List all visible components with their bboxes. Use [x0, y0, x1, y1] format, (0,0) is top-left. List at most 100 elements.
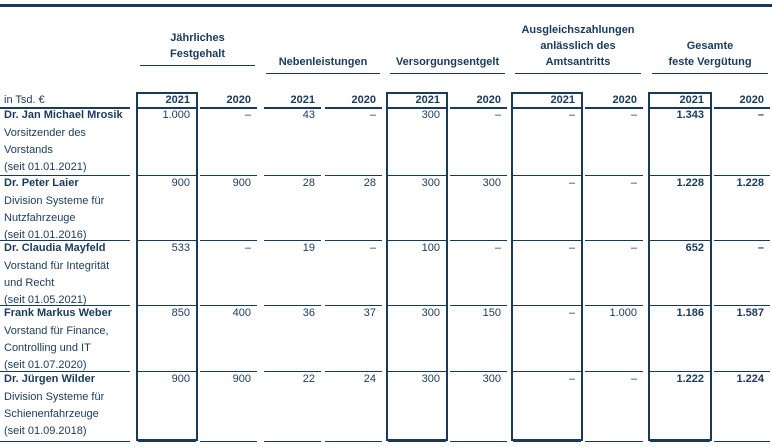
value-cell: 652: [685, 242, 704, 254]
row-separator: [200, 441, 257, 442]
row-separator: [264, 441, 321, 442]
row-separator: [138, 441, 196, 442]
year-header: 2020: [476, 94, 501, 106]
header-rule: [714, 107, 770, 109]
row-separator: [0, 305, 130, 306]
year-header: 2021: [679, 94, 704, 106]
column-group-underline: [652, 73, 768, 74]
member-role: (seit 01.05.2021): [4, 294, 87, 306]
member-name: Dr. Jürgen Wilder: [4, 373, 95, 385]
value-cell: 1.228: [736, 177, 764, 189]
column-group-underline: [390, 73, 505, 74]
row-separator: [200, 371, 257, 372]
column-group-underline: [266, 73, 380, 74]
column-group-header-line: Festgehalt: [169, 48, 225, 60]
year-header: 2020: [351, 94, 376, 106]
header-rule: [388, 107, 446, 109]
member-name: Dr. Jan Michael Mrosik: [4, 109, 123, 121]
row-separator: [0, 175, 130, 176]
column-group-header-line: anlässlich des: [540, 40, 616, 52]
column-group-underline: [140, 65, 255, 66]
column-group-header-versorgung: Versorgungsentgelt: [386, 54, 509, 70]
row-separator: [450, 175, 507, 176]
header-rule: [138, 107, 196, 109]
column-highlight-box: [386, 92, 448, 441]
value-cell: 150: [482, 307, 501, 319]
header-rule: [585, 107, 643, 109]
value-cell: –: [369, 242, 376, 254]
value-cell: 850: [171, 307, 190, 319]
row-separator: [325, 240, 382, 241]
value-cell: –: [494, 242, 501, 254]
header-rule: [0, 107, 130, 109]
value-cell: 28: [302, 177, 315, 189]
value-cell: 900: [171, 177, 190, 189]
column-group-header-line: feste Vergütung: [668, 56, 752, 68]
row-separator: [138, 175, 196, 176]
header-rule: [264, 107, 321, 109]
column-highlight-box: [136, 92, 198, 441]
row-separator: [513, 371, 581, 372]
row-separator: [513, 175, 581, 176]
row-separator: [650, 305, 710, 306]
value-cell: 19: [302, 242, 315, 254]
value-cell: 1.224: [736, 373, 764, 385]
member-name: Frank Markus Weber: [4, 307, 113, 319]
member-name: Dr. Peter Laier: [4, 177, 79, 189]
value-cell: 300: [421, 373, 440, 385]
header-rule: [513, 107, 581, 109]
row-separator: [388, 441, 446, 442]
value-cell: 24: [363, 373, 376, 385]
row-separator: [138, 305, 196, 306]
value-cell: –: [568, 177, 575, 189]
year-header: 2021: [165, 94, 190, 106]
header-rule: [650, 107, 710, 109]
member-role: (seit 01.07.2020): [4, 359, 87, 371]
row-separator: [264, 175, 321, 176]
row-separator: [325, 371, 382, 372]
value-cell: 1.343: [676, 109, 704, 121]
row-separator: [650, 240, 710, 241]
value-cell: –: [369, 109, 376, 121]
row-separator: [450, 305, 507, 306]
member-role: Division Systeme für: [4, 391, 105, 403]
column-group-header-line: Amtsantritts: [545, 56, 611, 68]
row-separator: [0, 371, 130, 372]
value-cell: 28: [363, 177, 376, 189]
member-role: Vorstand für Finance,: [4, 325, 109, 337]
column-group-header-gesamt: Gesamte feste Vergütung: [648, 38, 772, 70]
row-separator: [585, 175, 643, 176]
column-group-header-line: Jährliches: [170, 32, 225, 44]
row-separator: [714, 371, 770, 372]
row-separator: [513, 240, 581, 241]
row-separator: [200, 240, 257, 241]
value-cell: 1.000: [162, 109, 190, 121]
value-cell: –: [630, 242, 637, 254]
row-separator: [325, 441, 382, 442]
member-role: Schienenfahrzeuge: [4, 408, 99, 420]
value-cell: –: [244, 109, 251, 121]
value-cell: –: [494, 109, 501, 121]
row-separator: [585, 441, 643, 442]
value-cell: 100: [421, 242, 440, 254]
unit-label: in Tsd. €: [4, 94, 45, 106]
value-cell: –: [757, 109, 764, 121]
value-cell: 43: [302, 109, 315, 121]
row-separator: [650, 175, 710, 176]
row-separator: [714, 175, 770, 176]
member-role: Vorsitzender des: [4, 127, 86, 139]
member-role: (seit 01.09.2018): [4, 425, 87, 437]
value-cell: 300: [482, 177, 501, 189]
value-cell: 1.587: [736, 307, 764, 319]
column-group-header-line: Versorgungsentgelt: [395, 56, 500, 68]
row-separator: [138, 371, 196, 372]
value-cell: 900: [171, 373, 190, 385]
year-header: 2021: [290, 94, 315, 106]
column-highlight-box: [511, 92, 583, 441]
row-separator: [388, 371, 446, 372]
column-group-underline: [515, 73, 641, 74]
value-cell: 37: [363, 307, 376, 319]
row-separator: [585, 240, 643, 241]
value-cell: –: [630, 373, 637, 385]
